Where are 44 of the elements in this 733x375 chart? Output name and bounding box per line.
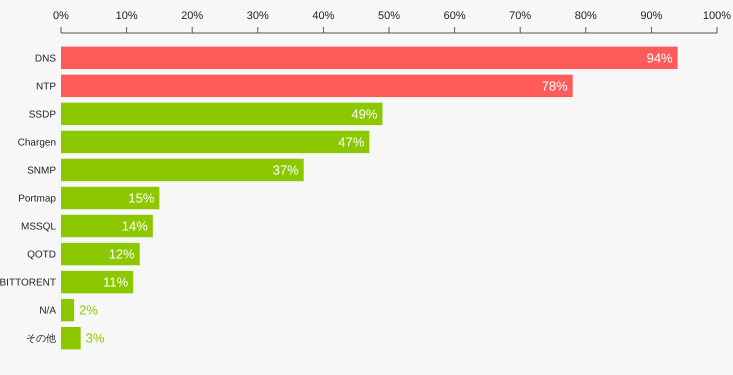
y-tick-label: Chargen [18, 137, 56, 148]
x-tick-label: 70% [509, 10, 532, 22]
x-tick-label: 60% [444, 10, 466, 22]
x-tick-label: 40% [312, 10, 335, 22]
bar [61, 158, 304, 182]
x-tick-label: 100% [702, 10, 732, 22]
bar [61, 242, 140, 266]
x-tick-label: 20% [181, 10, 204, 22]
data-label: 3% [86, 330, 105, 346]
x-tick-label: 50% [378, 10, 400, 22]
y-tick-label: MSSQL [20, 222, 56, 233]
bar [61, 214, 153, 238]
data-label: 78% [542, 78, 568, 94]
y-tick-label: QOTD [27, 250, 56, 261]
bar [61, 74, 573, 98]
x-tick-label: 0% [53, 10, 70, 22]
y-tick-label: N/A [39, 306, 56, 317]
data-label: 49% [351, 106, 378, 122]
data-label: 47% [338, 134, 365, 150]
y-tick-label: BITTORENT [0, 278, 56, 289]
x-tick-label: 80% [574, 10, 598, 22]
x-tick-label: 10% [116, 10, 138, 22]
data-label: 37% [272, 162, 300, 178]
bar [61, 46, 678, 70]
bar [61, 298, 74, 322]
data-label: 15% [128, 190, 155, 206]
bar [61, 130, 370, 154]
bar [61, 186, 160, 210]
data-label: 11% [103, 274, 129, 290]
data-label: 94% [646, 50, 674, 66]
bar [61, 270, 134, 294]
x-tick-label: 90% [640, 10, 663, 22]
x-tick-label: 30% [246, 10, 270, 22]
y-tick-label: Portmap [18, 194, 56, 204]
bar [61, 326, 81, 350]
data-label: 14% [122, 218, 148, 234]
y-tick-label: SSDP [28, 109, 56, 120]
bar [61, 102, 382, 126]
y-tick-label: DNS [34, 53, 56, 64]
data-label: 2% [79, 302, 98, 318]
data-label: 12% [108, 246, 136, 262]
y-tick-label: SNMP [27, 165, 56, 176]
y-tick-label: NTP [36, 81, 56, 92]
y-tick-label: その他 [26, 332, 56, 345]
